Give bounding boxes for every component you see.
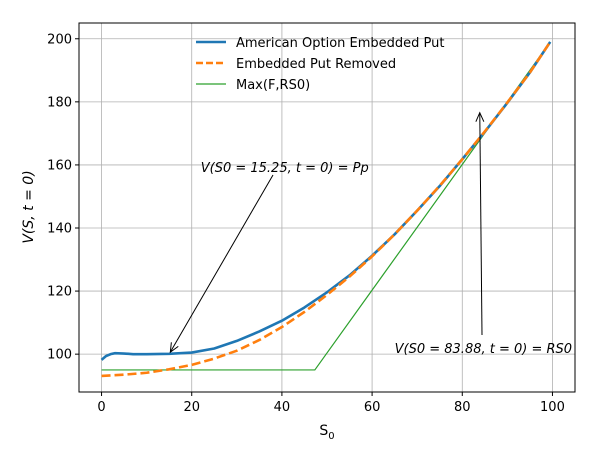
x-tick-label: 60 bbox=[364, 400, 381, 415]
annotation-label: V(S0 = 15.25, t = 0) = Pp bbox=[201, 161, 369, 176]
legend: American Option Embedded Put Embedded Put… bbox=[196, 36, 444, 93]
series-line-2 bbox=[101, 41, 552, 378]
plot-background bbox=[79, 23, 575, 392]
plot-frame bbox=[78, 22, 576, 393]
annotation-arrowhead bbox=[169, 342, 179, 354]
y-tick-label: 180 bbox=[47, 95, 72, 110]
y-tick-label: 160 bbox=[47, 158, 72, 173]
x-tick-label: 0 bbox=[97, 400, 105, 415]
y-tick-label: 120 bbox=[47, 285, 72, 300]
annotation-label: V(S0 = 83.88, t = 0) = RS0 bbox=[395, 342, 572, 357]
annotation-arrow bbox=[479, 112, 483, 336]
x-tick-label: 100 bbox=[540, 400, 565, 415]
y-axis-label: V(S, t = 0) bbox=[21, 170, 37, 243]
annotations: V(S0 = 15.25, t = 0) = Pp V(S0 = 83.88, t… bbox=[169, 111, 572, 357]
x-axis-label: S0 bbox=[319, 423, 334, 442]
y-tick-label: 140 bbox=[47, 222, 72, 237]
x-tick-label: 40 bbox=[274, 400, 291, 415]
series-layer bbox=[100, 41, 552, 378]
legend-label: Embedded Put Removed bbox=[236, 57, 396, 72]
x-tick-label: 20 bbox=[183, 400, 200, 415]
y-tick-label: 100 bbox=[47, 348, 72, 363]
ticks: 0 20 40 60 80 100 100 120 140 160 180 200 bbox=[47, 32, 565, 415]
annotation-arrowhead bbox=[475, 111, 485, 122]
annotation-arrow bbox=[169, 174, 274, 353]
legend-label: American Option Embedded Put bbox=[236, 36, 444, 51]
x-tick-label: 80 bbox=[454, 400, 471, 415]
legend-label: Max(F,RS0) bbox=[236, 78, 310, 93]
y-tick-label: 200 bbox=[47, 32, 72, 47]
